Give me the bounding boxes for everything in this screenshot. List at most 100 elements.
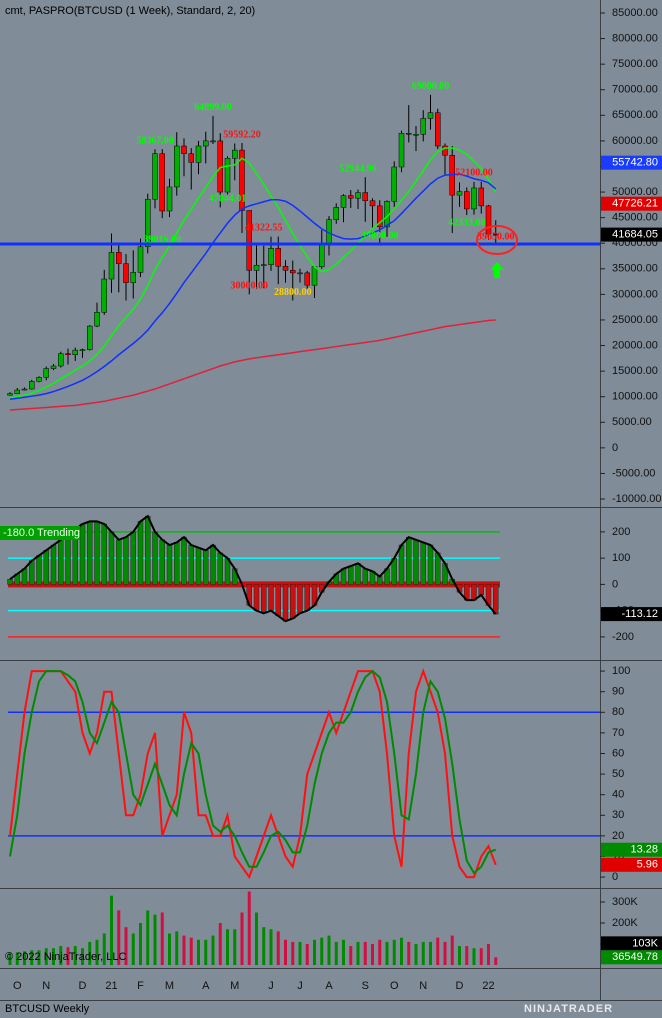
bar	[7, 578, 13, 585]
price-tag	[601, 936, 662, 951]
candle-body	[210, 140, 216, 143]
annotation: 69000.00	[412, 81, 450, 92]
candle-body	[268, 248, 274, 265]
annotation: 39800.00	[361, 231, 399, 242]
candle-body	[427, 112, 434, 119]
bar	[407, 941, 411, 965]
bar	[494, 957, 498, 965]
indicator-label: -180.0 Trending	[3, 527, 80, 539]
bar	[123, 536, 129, 585]
annotation: 59592.20	[223, 129, 261, 140]
y-tick-label: 35000.00	[612, 263, 658, 275]
candle-body	[456, 191, 463, 196]
bar	[166, 544, 173, 585]
candle-body	[282, 265, 289, 271]
bar	[175, 931, 179, 965]
bar	[168, 933, 171, 965]
price-tag-label: -113.12	[622, 608, 659, 620]
annotation: 58367.00	[136, 136, 174, 147]
y-tick-label: -10000.00	[612, 493, 662, 505]
x-tick-label: N	[42, 980, 50, 992]
bar	[253, 584, 260, 611]
bar	[139, 922, 142, 965]
annotation: 39650.00	[477, 231, 515, 242]
bar	[37, 950, 41, 965]
annotation: 42333.00	[448, 218, 486, 229]
bar	[313, 939, 316, 965]
x-tick-label: J	[268, 980, 274, 992]
label-bg	[0, 526, 80, 540]
bar	[146, 910, 150, 965]
candle-body	[377, 205, 383, 228]
bar	[50, 544, 57, 585]
x-tick-label: M	[230, 980, 239, 992]
x-tick-label: 21	[105, 980, 117, 992]
y-tick-label: 50	[612, 768, 624, 780]
candle-body	[275, 248, 281, 267]
bar	[282, 584, 289, 622]
y-tick-label: 100	[612, 552, 630, 564]
bar	[108, 531, 115, 585]
candle-body	[340, 195, 347, 208]
candle-body	[29, 381, 35, 390]
plot-area: 85000.00 80000.00 75000.00 70000.00 65000.00…	[0, 7, 662, 992]
bar	[478, 584, 484, 596]
annotation: 28800.00	[274, 287, 312, 298]
price-tag-label: 55742.80	[612, 157, 658, 169]
candle-body	[50, 365, 57, 369]
annotation: 64899.00	[194, 102, 232, 113]
bar	[262, 927, 266, 965]
candle-body	[21, 388, 28, 391]
bar	[421, 941, 425, 965]
candle-body	[195, 145, 202, 163]
bar	[398, 544, 405, 585]
y-tick-label: 100	[612, 665, 630, 677]
copyright: © 2022 NinjaTrader, LLC	[5, 951, 126, 963]
annotation: 39016.00	[144, 235, 182, 246]
candle-body	[87, 325, 93, 350]
bar	[8, 952, 12, 965]
y-tick-label: 0	[612, 578, 618, 590]
bar	[436, 937, 440, 965]
bar	[479, 948, 483, 965]
bar	[29, 560, 35, 585]
bar	[152, 531, 158, 585]
x-tick-label: M	[165, 980, 174, 992]
candle-body	[406, 132, 412, 135]
candle-body	[145, 198, 151, 248]
bar	[363, 941, 367, 965]
candle-body	[442, 145, 448, 156]
bar	[203, 550, 209, 585]
candle-body	[398, 132, 405, 168]
candle-body	[101, 278, 107, 313]
price-tag-label: 47726.21	[612, 198, 658, 210]
bar	[356, 941, 360, 965]
bar	[247, 891, 251, 965]
candle-body	[159, 153, 165, 212]
candle-body	[94, 312, 100, 327]
price-tag	[601, 155, 662, 170]
bar	[435, 552, 441, 585]
annotation: 47044.01	[209, 193, 247, 204]
bar	[226, 929, 229, 965]
candle-body	[246, 210, 252, 271]
bar	[465, 946, 469, 965]
price-tag-label: 103K	[632, 937, 658, 949]
x-tick-label: O	[390, 980, 399, 992]
bar	[487, 943, 490, 965]
candle-body	[348, 195, 354, 199]
candle-body	[391, 166, 397, 202]
line	[9, 319, 496, 411]
candle-body	[485, 205, 492, 235]
bar	[58, 539, 64, 585]
bar	[110, 895, 113, 965]
candle-body	[7, 393, 13, 396]
bar	[145, 515, 151, 585]
bar	[297, 584, 303, 614]
bar	[290, 584, 296, 619]
bar	[348, 565, 354, 585]
candle-body	[232, 149, 238, 159]
candle-body	[297, 272, 303, 275]
x-tick-label: N	[419, 980, 427, 992]
